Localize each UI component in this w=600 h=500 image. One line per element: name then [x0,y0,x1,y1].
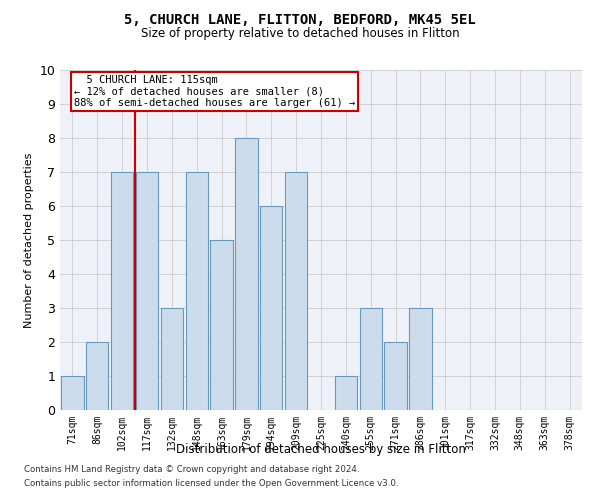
Bar [185,172,208,410]
Y-axis label: Number of detached properties: Number of detached properties [24,152,34,328]
Bar [161,308,183,410]
Text: 5, CHURCH LANE, FLITTON, BEDFORD, MK45 5EL: 5, CHURCH LANE, FLITTON, BEDFORD, MK45 5… [124,12,476,26]
Bar [335,376,357,410]
Text: Contains HM Land Registry data © Crown copyright and database right 2024.: Contains HM Land Registry data © Crown c… [24,466,359,474]
Bar [385,342,407,410]
Bar [111,172,133,410]
Text: Distribution of detached houses by size in Flitton: Distribution of detached houses by size … [176,442,466,456]
Bar [285,172,307,410]
Bar [136,172,158,410]
Bar [260,206,283,410]
Text: Size of property relative to detached houses in Flitton: Size of property relative to detached ho… [140,28,460,40]
Bar [359,308,382,410]
Bar [86,342,109,410]
Bar [211,240,233,410]
Text: 5 CHURCH LANE: 115sqm
← 12% of detached houses are smaller (8)
88% of semi-detac: 5 CHURCH LANE: 115sqm ← 12% of detached … [74,75,355,108]
Bar [409,308,431,410]
Bar [235,138,257,410]
Text: Contains public sector information licensed under the Open Government Licence v3: Contains public sector information licen… [24,479,398,488]
Bar [61,376,83,410]
